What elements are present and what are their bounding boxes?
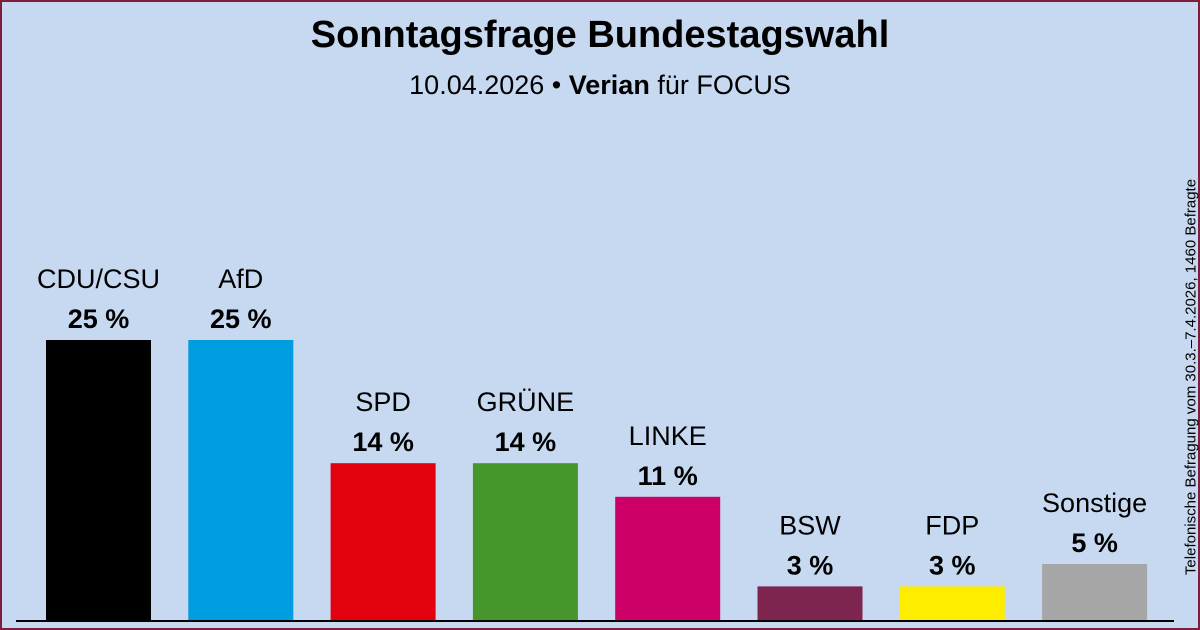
value-label: 14 % xyxy=(352,427,414,457)
value-label: 25 % xyxy=(210,304,272,334)
subtitle-separator: • xyxy=(544,70,569,100)
value-label: 11 % xyxy=(638,461,698,491)
category-label: Sonstige xyxy=(1042,488,1147,518)
value-label: 14 % xyxy=(495,427,557,457)
bar-0 xyxy=(46,340,151,620)
chart-subtitle: 10.04.2026 • Verian für FOCUS xyxy=(2,70,1198,101)
value-label: 3 % xyxy=(787,550,834,580)
category-label: GRÜNE xyxy=(477,387,575,417)
bar-5 xyxy=(757,586,863,620)
poll-client: für FOCUS xyxy=(649,70,791,100)
methodology-note: Telefonische Befragung vom 30.3.–7.4.202… xyxy=(1182,178,1200,576)
value-label: 3 % xyxy=(929,550,976,580)
value-label: 25 % xyxy=(68,304,130,334)
bar-1 xyxy=(188,340,294,620)
poll-date: 10.04.2026 xyxy=(409,70,545,100)
category-label: CDU/CSU xyxy=(37,264,160,294)
poll-institute: Verian xyxy=(568,70,650,100)
category-label: LINKE xyxy=(629,421,707,451)
bar-2 xyxy=(330,463,436,620)
bar-3 xyxy=(472,463,578,620)
category-label: AfD xyxy=(218,264,263,294)
bar-7 xyxy=(1042,564,1148,620)
value-label: 5 % xyxy=(1071,528,1118,558)
category-label: SPD xyxy=(355,387,411,417)
category-label: FDP xyxy=(925,510,979,540)
bar-4 xyxy=(615,496,721,620)
chart-title: Sonntagsfrage Bundestagswahl xyxy=(310,14,890,56)
bar-6 xyxy=(899,586,1005,620)
category-label: BSW xyxy=(779,510,841,540)
